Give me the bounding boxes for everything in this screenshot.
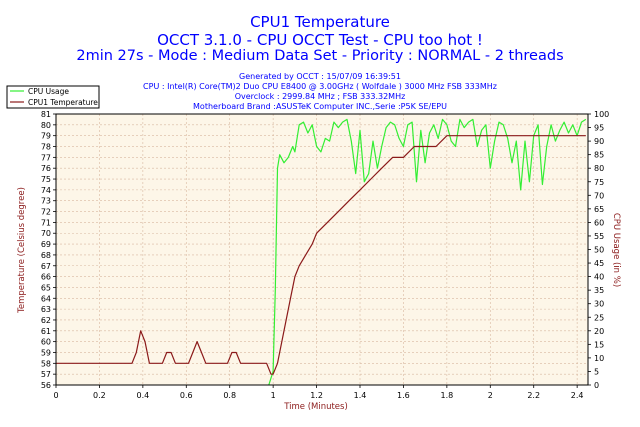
generated-info: Generated by OCCT : 15/07/09 16:39:51 [239,72,401,81]
y-right-tick-label-6: 30 [594,300,604,309]
plot-area [56,114,588,385]
legend: CPU Usage CPU1 Temperature [6,85,100,109]
y-right-tick-label-15: 75 [594,178,604,187]
x-tick-label-1: 0.2 [93,391,106,400]
y-right-tick-label-20: 100 [594,110,609,119]
y-right-tick-label-14: 70 [594,191,604,200]
x-tick-label-10: 2 [488,391,493,400]
y-right-tick-label-7: 35 [594,286,604,295]
chart-subtitle-test: OCCT 3.1.0 - CPU OCCT Test - CPU too hot… [157,31,483,49]
legend-temperature-label: CPU1 Temperature [28,98,98,107]
legend-usage-label: CPU Usage [28,87,69,96]
y-left-tick-label-2: 58 [41,359,51,368]
y-left-tick-label-1: 57 [41,370,51,379]
y-right-tick-label-5: 25 [594,313,604,322]
y-left-tick-label-12: 68 [41,251,51,260]
cpu1-temperature-line [56,135,586,375]
y-right-tick-label-17: 85 [594,151,604,160]
y-left-tick-label-9: 65 [41,283,51,292]
overclock-info: Overclock : 2999.84 MHz ; FSB 333.32MHz [234,92,406,101]
y-left-tick-label-8: 64 [41,294,51,303]
x-tick-label-4: 0.8 [223,391,236,400]
y-left-tick-label-16: 72 [41,208,51,217]
y-right-tick-label-11: 55 [594,232,604,241]
y-right-axis-ticks: 0 5 10 15 20 25 30 35 40 45 50 55 60 65 70 75 80 85 90 95 10… [588,110,609,390]
legend-box [6,85,100,109]
y-left-tick-label-17: 73 [41,197,51,206]
y-right-tick-label-16: 80 [594,164,604,173]
y-left-tick-label-6: 62 [41,316,51,325]
y-left-tick-label-3: 59 [41,348,51,357]
y-right-tick-label-2: 10 [594,354,604,363]
y-left-tick-label-10: 66 [41,273,51,282]
x-tick-label-5: 1 [271,391,276,400]
y-right-tick-label-9: 45 [594,259,604,268]
series-lines [56,118,587,386]
x-tick-label-11: 2.2 [527,391,540,400]
y-left-tick-label-22: 78 [41,143,51,152]
y-left-tick-label-18: 74 [41,186,51,195]
y-left-tick-label-4: 60 [41,338,51,347]
y-left-tick-label-15: 71 [41,218,51,227]
y-left-tick-label-20: 76 [41,164,51,173]
x-tick-label-9: 1.8 [440,391,453,400]
x-tick-label-7: 1.4 [354,391,367,400]
y-left-tick-label-25: 81 [41,110,51,119]
y-left-tick-label-21: 77 [41,153,51,162]
y-right-tick-label-18: 90 [594,137,604,146]
x-tick-label-0: 0 [53,391,58,400]
cpu-info: CPU : Intel(R) Core(TM)2 Duo CPU E8400 @… [143,82,497,91]
y-right-tick-label-4: 20 [594,327,604,336]
chart-subtitle-mode: 2min 27s - Mode : Medium Data Set - Prio… [76,48,564,64]
y-right-tick-label-10: 50 [594,246,604,255]
y-left-tick-label-19: 75 [41,175,51,184]
y-left-tick-label-13: 69 [41,240,51,249]
y-left-tick-label-11: 67 [41,262,51,271]
y-left-tick-label-24: 80 [41,121,51,130]
x-tick-label-2: 0.4 [136,391,149,400]
y-right-tick-label-13: 65 [594,205,604,214]
motherboard-info: Motherboard Brand :ASUSTeK Computer INC.… [193,102,447,111]
x-tick-label-3: 0.6 [180,391,193,400]
y-right-tick-label-1: 5 [594,367,599,376]
y-left-tick-label-14: 70 [41,229,51,238]
y-right-tick-label-8: 40 [594,273,604,282]
y-left-tick-label-23: 79 [41,132,51,141]
y-right-tick-label-3: 15 [594,340,604,349]
x-axis-label: Time (Minutes) [283,402,348,412]
y-right-tick-label-19: 95 [594,124,604,133]
y-left-tick-label-0: 56 [41,381,51,390]
y-left-tick-label-5: 61 [41,327,51,336]
chart-title: CPU1 Temperature [250,13,390,31]
x-tick-label-12: 2.4 [571,391,584,400]
grid-lines [55,113,588,386]
y-left-tick-label-7: 63 [41,305,51,314]
x-tick-label-8: 1.6 [397,391,410,400]
y-right-axis-label: CPU Usage (in %) [611,213,621,287]
x-tick-label-6: 1.2 [310,391,323,400]
y-left-axis-label: Temperature (Celsius degree) [17,187,27,314]
y-right-tick-label-0: 0 [594,381,599,390]
y-right-tick-label-12: 60 [594,218,604,227]
x-axis-ticks: 0 0.2 0.4 0.6 0.8 1 1.2 1.4 1.6 1.8 2 2.2 2.4 [53,385,584,400]
